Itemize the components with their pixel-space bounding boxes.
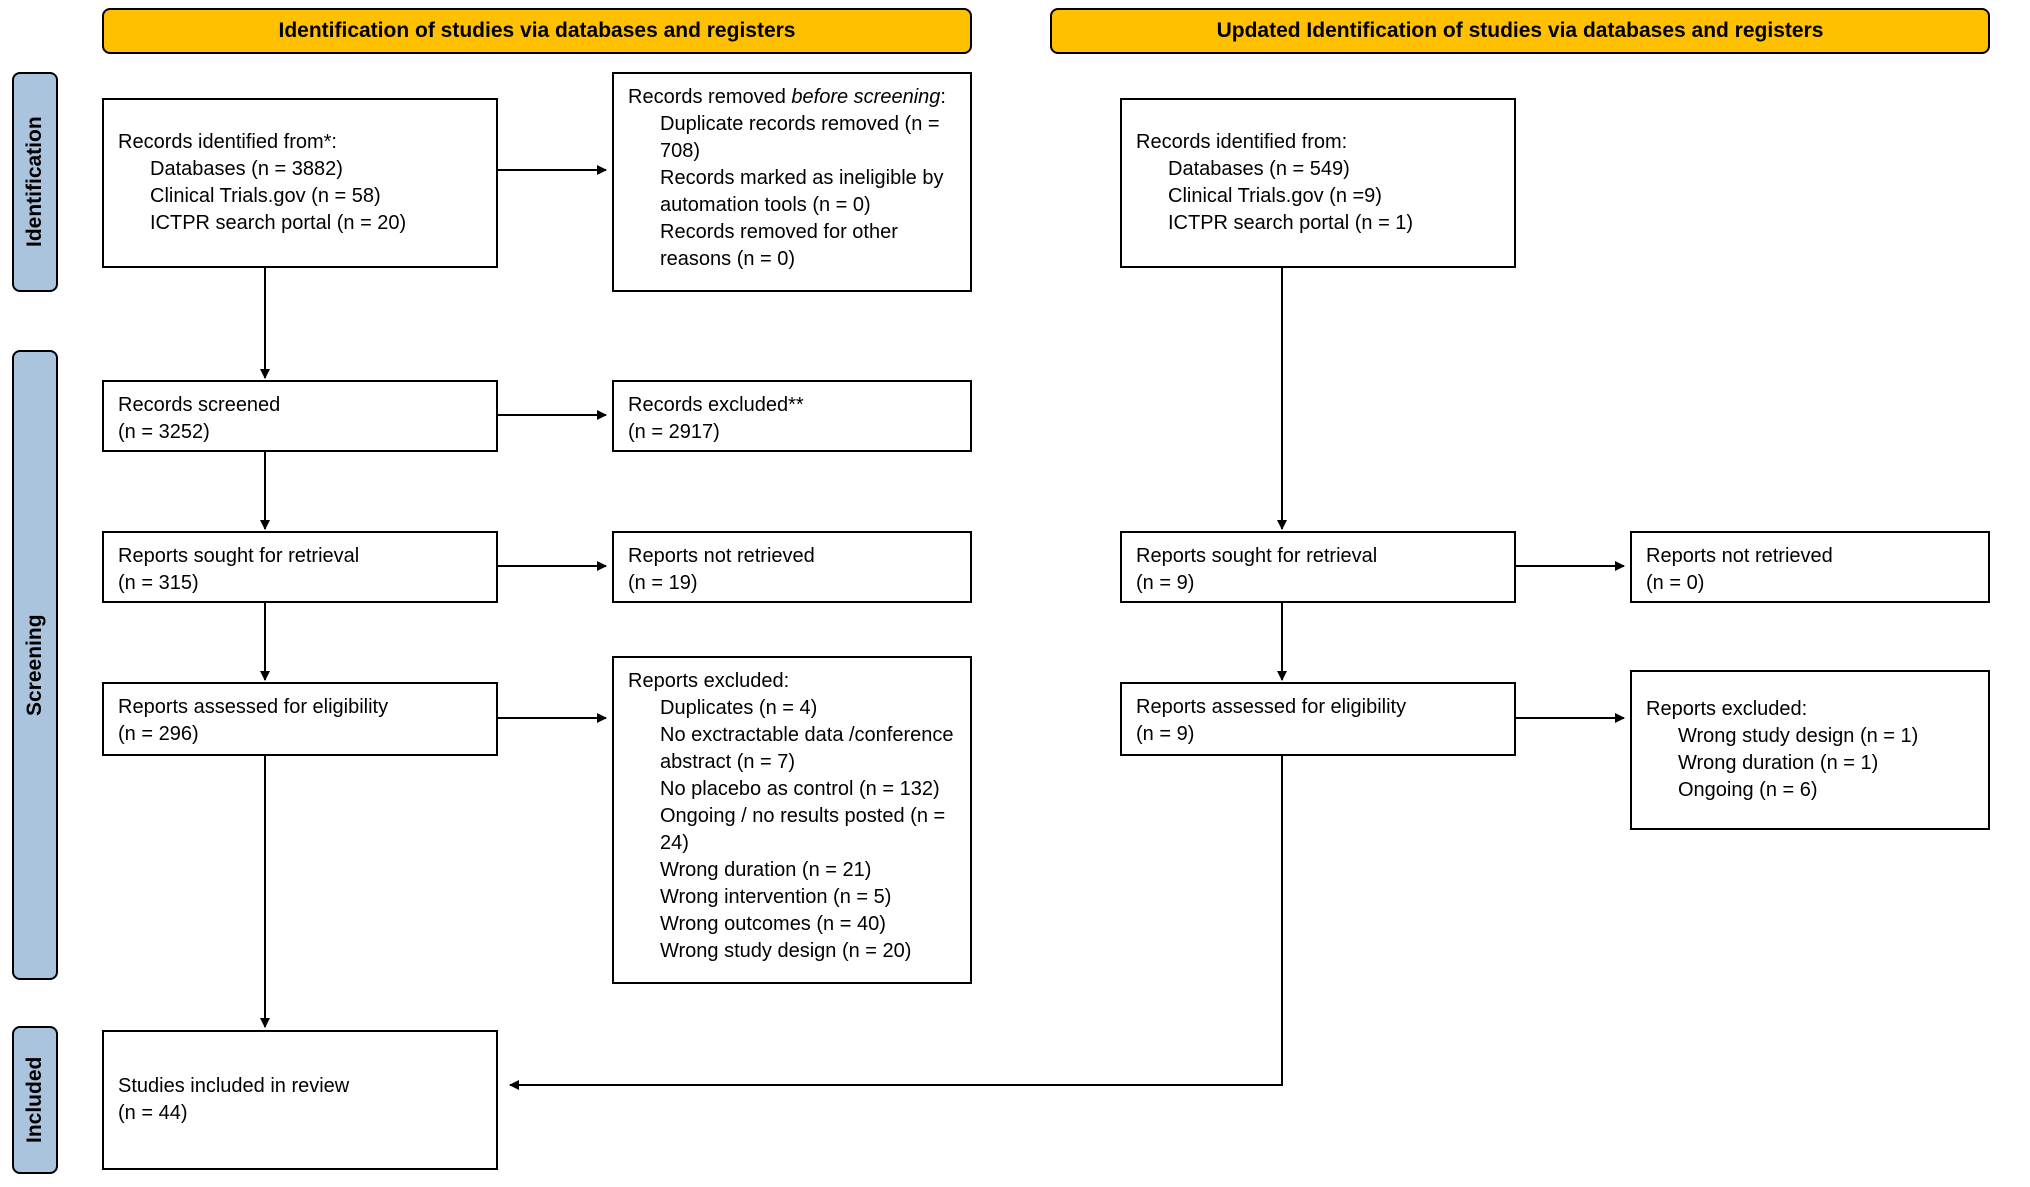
left-sought-l2: (n = 315): [118, 570, 482, 597]
right-identified-line1: Clinical Trials.gov (n =9): [1136, 183, 1500, 210]
left-identified-line0: Databases (n = 3882): [118, 156, 482, 183]
left-excluded-l2: (n = 2917): [628, 419, 956, 446]
header-right: Updated Identification of studies via da…: [1050, 8, 1990, 54]
left-identified: Records identified from*: Databases (n =…: [102, 98, 498, 268]
left-excluded: Records excluded** (n = 2917): [612, 380, 972, 452]
right-sought-l2: (n = 9): [1136, 570, 1500, 597]
left-re-line6: Wrong outcomes (n = 40): [628, 911, 956, 938]
left-identified-line1: Clinical Trials.gov (n = 58): [118, 183, 482, 210]
left-included: Studies included in review (n = 44): [102, 1030, 498, 1170]
left-removed-line0: Duplicate records removed (n = 708): [628, 111, 956, 165]
left-sought: Reports sought for retrieval (n = 315): [102, 531, 498, 603]
left-re-line7: Wrong study design (n = 20): [628, 938, 956, 965]
left-re-line1: No exctractable data /conference abstrac…: [628, 722, 956, 776]
left-removed-line2: Records removed for other reasons (n = 0…: [628, 219, 956, 273]
right-identified-line0: Databases (n = 549): [1136, 156, 1500, 183]
stage-included-text: Included: [23, 1057, 47, 1143]
right-reports-excluded: Reports excluded: Wrong study design (n …: [1630, 670, 1990, 830]
left-re-line2: No placebo as control (n = 132): [628, 776, 956, 803]
stage-identification-text: Identification: [23, 117, 47, 248]
stage-screening-text: Screening: [23, 614, 47, 716]
left-removed-line1: Records marked as ineligible by automati…: [628, 165, 956, 219]
left-screened-l1: Records screened: [118, 392, 482, 419]
right-assessed: Reports assessed for eligibility (n = 9): [1120, 682, 1516, 756]
left-excluded-l1: Records excluded**: [628, 392, 956, 419]
left-assessed: Reports assessed for eligibility (n = 29…: [102, 682, 498, 756]
prisma-flow-diagram: Identification of studies via databases …: [0, 0, 2030, 1187]
left-re-line3: Ongoing / no results posted (n = 24): [628, 803, 956, 857]
left-re-line0: Duplicates (n = 4): [628, 695, 956, 722]
header-left: Identification of studies via databases …: [102, 8, 972, 54]
right-not-retrieved-l1: Reports not retrieved: [1646, 543, 1974, 570]
stage-screening: Screening: [12, 350, 58, 980]
left-assessed-l2: (n = 296): [118, 721, 482, 748]
right-assessed-l1: Reports assessed for eligibility: [1136, 694, 1500, 721]
right-identified: Records identified from: Databases (n = …: [1120, 98, 1516, 268]
left-included-l1: Studies included in review: [118, 1073, 482, 1100]
right-sought-l1: Reports sought for retrieval: [1136, 543, 1500, 570]
left-re-line4: Wrong duration (n = 21): [628, 857, 956, 884]
header-left-text: Identification of studies via databases …: [279, 19, 796, 43]
right-not-retrieved-l2: (n = 0): [1646, 570, 1974, 597]
left-not-retrieved: Reports not retrieved (n = 19): [612, 531, 972, 603]
left-reports-excluded: Reports excluded: Duplicates (n = 4) No …: [612, 656, 972, 984]
left-removed-title: Records removed before screening:: [628, 84, 956, 111]
left-identified-title: Records identified from*:: [118, 129, 482, 156]
right-re-line1: Wrong duration (n = 1): [1646, 750, 1974, 777]
right-identified-line2: ICTPR search portal (n = 1): [1136, 210, 1500, 237]
left-reports-excluded-title: Reports excluded:: [628, 668, 956, 695]
right-re-line0: Wrong study design (n = 1): [1646, 723, 1974, 750]
left-not-retrieved-l2: (n = 19): [628, 570, 956, 597]
right-sought: Reports sought for retrieval (n = 9): [1120, 531, 1516, 603]
left-identified-line2: ICTPR search portal (n = 20): [118, 210, 482, 237]
left-removed: Records removed before screening: Duplic…: [612, 72, 972, 292]
right-re-line2: Ongoing (n = 6): [1646, 777, 1974, 804]
right-reports-excluded-title: Reports excluded:: [1646, 696, 1974, 723]
left-not-retrieved-l1: Reports not retrieved: [628, 543, 956, 570]
right-not-retrieved: Reports not retrieved (n = 0): [1630, 531, 1990, 603]
right-identified-title: Records identified from:: [1136, 129, 1500, 156]
left-re-line5: Wrong intervention (n = 5): [628, 884, 956, 911]
stage-identification: Identification: [12, 72, 58, 292]
stage-included: Included: [12, 1026, 58, 1174]
left-assessed-l1: Reports assessed for eligibility: [118, 694, 482, 721]
left-sought-l1: Reports sought for retrieval: [118, 543, 482, 570]
header-right-text: Updated Identification of studies via da…: [1217, 19, 1824, 43]
left-screened: Records screened (n = 3252): [102, 380, 498, 452]
left-screened-l2: (n = 3252): [118, 419, 482, 446]
left-included-l2: (n = 44): [118, 1100, 482, 1127]
right-assessed-l2: (n = 9): [1136, 721, 1500, 748]
